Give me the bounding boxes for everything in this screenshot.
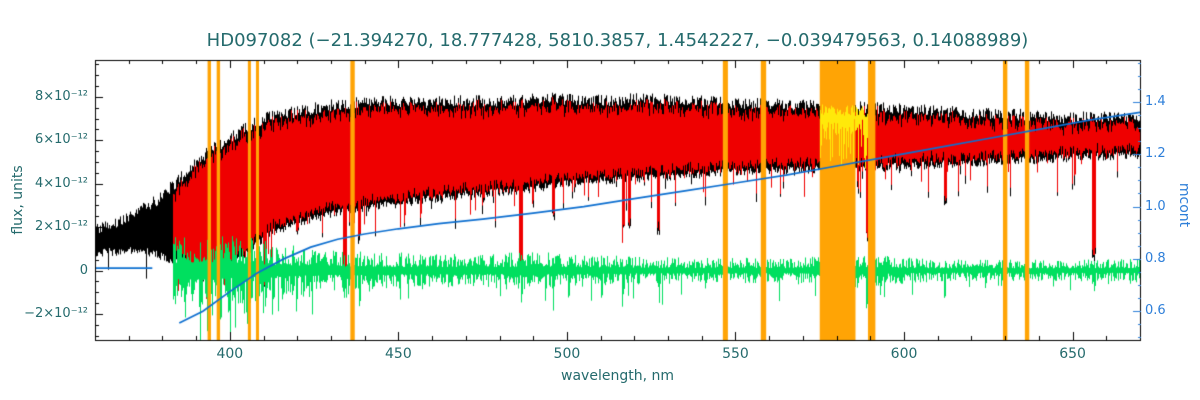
y-left-tick-label: 6×10⁻¹²	[35, 132, 88, 148]
x-tick-label: 650	[1059, 346, 1086, 362]
y-right-tick-label: 0.6	[1145, 303, 1166, 319]
x-tick-label: 400	[216, 346, 244, 362]
y-right-tick-label: 0.8	[1145, 250, 1166, 266]
y-left-tick-label: −2×10⁻¹²	[24, 305, 88, 321]
y-right-tick-label: 1.4	[1145, 93, 1166, 109]
x-axis-label: wavelength, nm	[561, 368, 674, 384]
y-left-tick-label: 0	[79, 262, 88, 278]
y-axis-label-right: mcont	[1176, 182, 1192, 228]
x-tick-label: 550	[722, 346, 749, 362]
y-right-tick-label: 1.2	[1145, 146, 1166, 162]
y-left-tick-label: 2×10⁻¹²	[35, 219, 88, 235]
x-tick-label: 450	[385, 346, 412, 362]
x-tick-label: 600	[890, 346, 918, 362]
y-left-tick-label: 4×10⁻¹²	[35, 175, 88, 191]
y-left-tick-label: 8×10⁻¹²	[35, 88, 88, 104]
chart-title: HD097082 (−21.394270, 18.777428, 5810.38…	[206, 30, 1029, 51]
y-right-tick-label: 1.0	[1145, 198, 1166, 214]
x-tick-label: 500	[553, 346, 581, 362]
